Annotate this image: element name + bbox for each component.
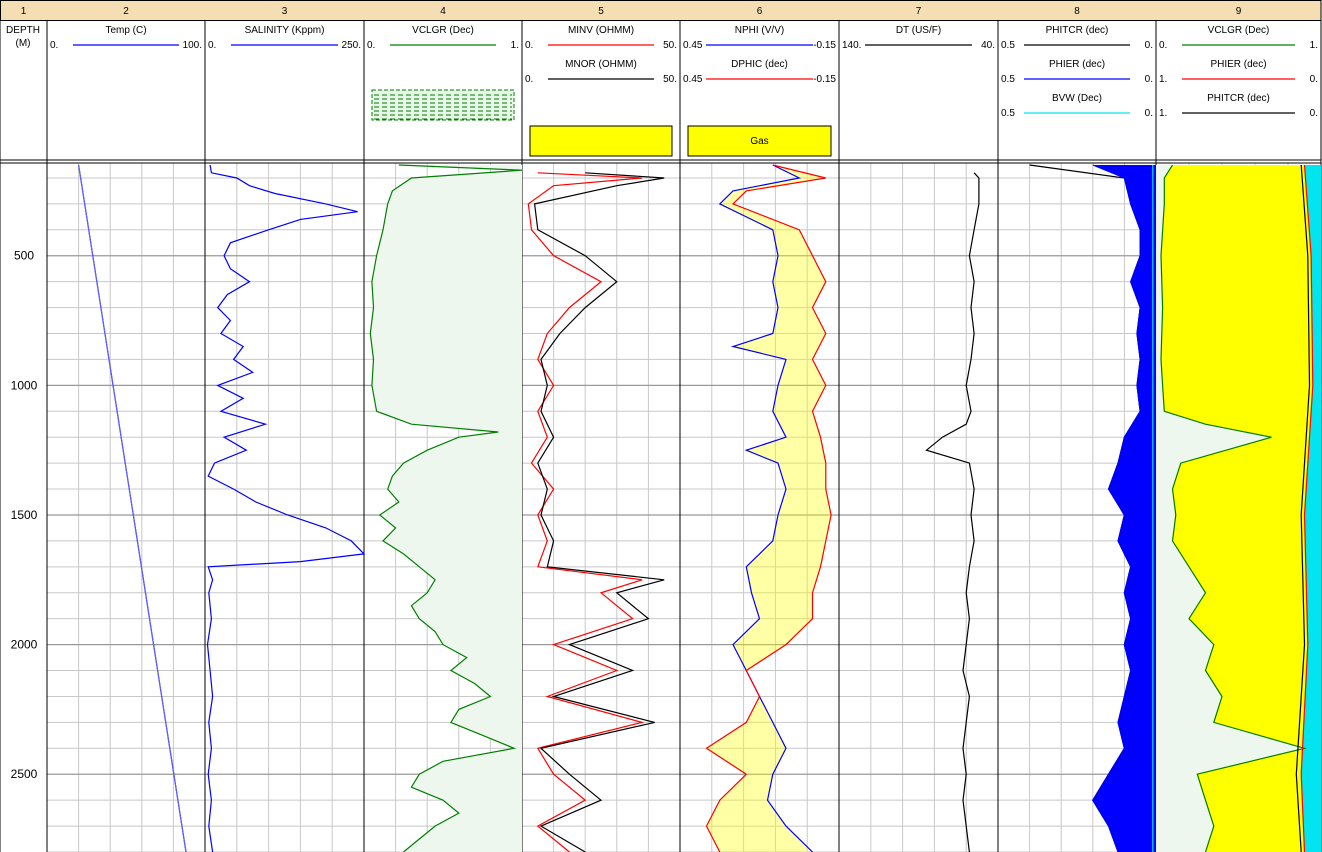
scale-left-temp-0: 0. xyxy=(50,40,58,51)
scale-left-porosity-0: 0.45 xyxy=(683,40,703,51)
fill-legend-box xyxy=(529,125,673,157)
curve-name-phi-2: BVW (Dec) xyxy=(1052,93,1102,104)
curve-name-resistivity-0: MINV (OHMM) xyxy=(568,25,634,36)
curve-lithology-2 xyxy=(1295,164,1311,852)
scale-right-resistivity-1: 50. xyxy=(663,74,677,85)
scale-left-salinity-0: 0. xyxy=(208,40,216,51)
depth-tick-label: 1500 xyxy=(11,508,38,522)
gas-legend-box xyxy=(687,125,832,157)
curve-name-resistivity-1: MNOR (OHMM) xyxy=(565,59,637,70)
track-number-bar xyxy=(0,0,1322,21)
curve-name-lithology-2: PHITCR (dec) xyxy=(1207,93,1270,104)
curve-porosity-1 xyxy=(705,164,832,852)
scale-left-phi-0: 0.5 xyxy=(1001,40,1015,51)
track-number-4: 4 xyxy=(440,6,446,17)
shale-fill-area-track9 xyxy=(1156,165,1305,852)
scale-right-sonic-0: 40. xyxy=(981,40,995,51)
gas-legend-label: Gas xyxy=(750,136,768,147)
curve-salinity-0 xyxy=(206,164,366,852)
scale-right-resistivity-0: 50. xyxy=(663,40,677,51)
scale-right-lithology-0: 1. xyxy=(1310,40,1318,51)
curve-resistivity-1 xyxy=(533,172,665,852)
gas-crossover-fill xyxy=(706,165,832,852)
track-number-1: 1 xyxy=(21,6,27,17)
curve-name-lithology-1: PHIER (dec) xyxy=(1210,59,1266,70)
depth-tick-label: 2500 xyxy=(11,767,38,781)
curve-sonic-0 xyxy=(925,172,980,852)
scale-right-temp-0: 100. xyxy=(183,40,202,51)
curve-name-porosity-1: DPHIC (dec) xyxy=(731,59,788,70)
shale-fill-area xyxy=(370,165,522,852)
track-number-6: 6 xyxy=(757,6,763,17)
track-number-7: 7 xyxy=(916,6,922,17)
scale-right-phi-1: 0. xyxy=(1145,74,1153,85)
track-number-2: 2 xyxy=(123,6,129,17)
curve-vclgr-0 xyxy=(369,164,523,852)
curve-resistivity-0 xyxy=(527,172,645,852)
scale-right-phi-2: 0. xyxy=(1145,108,1153,119)
depth-unit-label: (M) xyxy=(16,38,31,49)
track-number-3: 3 xyxy=(282,6,288,17)
scale-left-phi-2: 0.5 xyxy=(1001,108,1015,119)
curve-temp-line xyxy=(78,164,187,852)
scale-right-salinity-0: 250. xyxy=(342,40,361,51)
depth-header-label: DEPTH xyxy=(6,25,40,36)
scale-left-lithology-1: 1. xyxy=(1159,74,1167,85)
sand-fill-area xyxy=(1161,165,1313,852)
scale-left-lithology-2: 1. xyxy=(1159,108,1167,119)
track-number-5: 5 xyxy=(598,6,604,17)
curve-name-phi-0: PHITCR (dec) xyxy=(1046,25,1109,36)
curve-name-salinity-0: SALINITY (Kppm) xyxy=(245,25,325,36)
curve-name-vclgr-0: VCLGR (Dec) xyxy=(412,25,474,36)
scale-left-resistivity-0: 0. xyxy=(525,40,533,51)
curve-name-porosity-0: NPHI (V/V) xyxy=(735,25,784,36)
curve-porosity-0 xyxy=(718,164,813,852)
scale-left-porosity-1: 0.45 xyxy=(683,74,703,85)
scale-right-vclgr-0: 1. xyxy=(511,40,519,51)
depth-tick-label: 1000 xyxy=(11,378,38,392)
scale-right-porosity-1: -0.15 xyxy=(813,74,836,85)
curve-name-sonic-0: DT (US/F) xyxy=(896,25,941,36)
curve-lithology-1 xyxy=(1300,164,1314,852)
scale-right-phi-0: 0. xyxy=(1145,40,1153,51)
track-number-8: 8 xyxy=(1074,6,1080,17)
scale-right-lithology-1: 0. xyxy=(1310,74,1318,85)
curve-lithology-0 xyxy=(1160,164,1307,852)
track-number-9: 9 xyxy=(1236,6,1242,17)
curve-phi-1 xyxy=(1092,164,1141,852)
depth-tick-label: 2000 xyxy=(11,638,38,652)
scale-left-sonic-0: 140. xyxy=(842,40,861,51)
curve-name-lithology-0: VCLGR (Dec) xyxy=(1208,25,1270,36)
curve-name-temp-0: Temp (C) xyxy=(105,25,146,36)
scale-left-vclgr-0: 0. xyxy=(367,40,375,51)
curve-name-phi-1: PHIER (dec) xyxy=(1049,59,1105,70)
scale-left-lithology-0: 0. xyxy=(1159,40,1167,51)
scale-right-porosity-0: -0.15 xyxy=(813,40,836,51)
scale-left-resistivity-1: 0. xyxy=(525,74,533,85)
scale-right-lithology-2: 0. xyxy=(1310,108,1318,119)
porosity-fill-area xyxy=(1092,165,1156,852)
scale-left-phi-1: 0.5 xyxy=(1001,74,1015,85)
depth-tick-label: 500 xyxy=(14,249,34,263)
